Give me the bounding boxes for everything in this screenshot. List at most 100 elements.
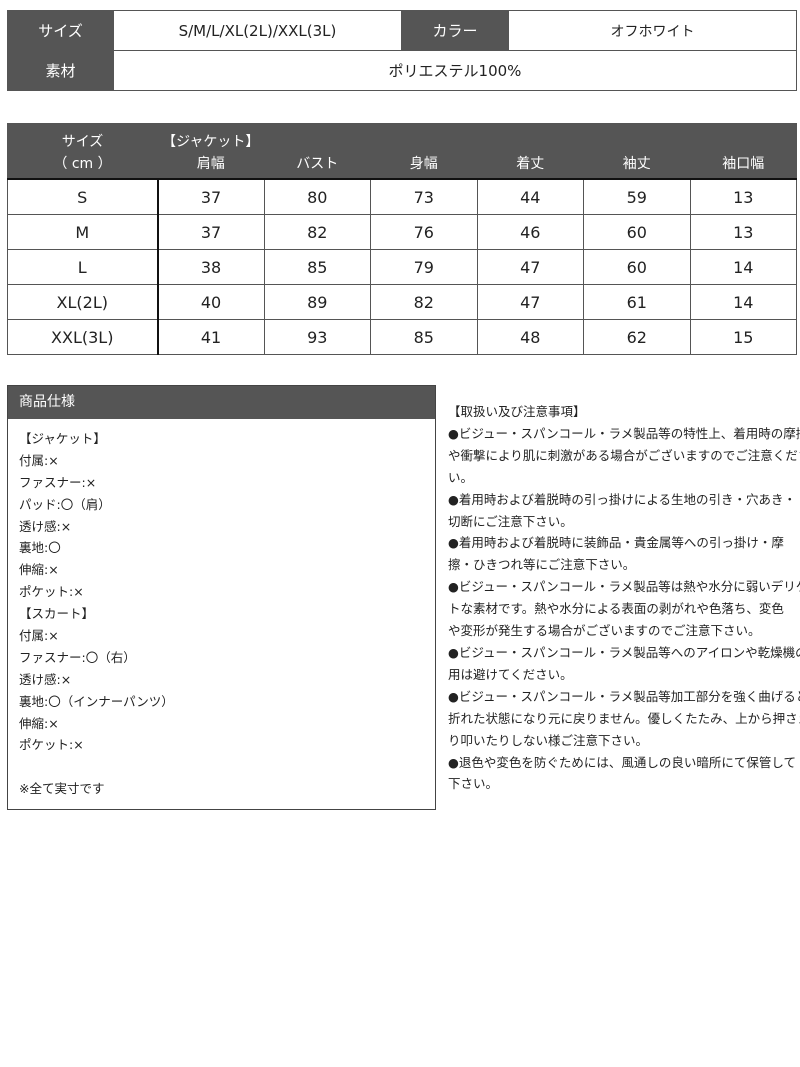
spec-line: 伸縮:× <box>19 715 59 731</box>
note-line: ●退色や変色を防ぐためには、風通しの良い暗所にて保管して <box>448 754 797 770</box>
spec-line: 透け感:× <box>19 671 72 687</box>
note-line: 擦・ひきつれ等にご注意下さい。 <box>448 557 636 573</box>
table-row: XL(2L) 40 89 82 47 61 14 <box>7 284 797 320</box>
table-cell: 62 <box>583 319 691 355</box>
material-value: ポリエステル100% <box>113 50 797 91</box>
color-label: カラー <box>401 10 509 51</box>
table-row: S 37 80 73 44 59 13 <box>7 178 797 215</box>
spec-body: 【ジャケット】 付属:× ファスナー:× パッド:〇（肩） 透け感:× 裏地:〇 伸縮:× ポ… <box>8 419 435 800</box>
note-line: 折れた状態になり元に戻りません。優しくたたみ、上から押さえた <box>448 710 800 726</box>
size-header-cell: 着丈 <box>476 123 584 180</box>
size-header-cell: バスト <box>263 123 371 180</box>
size-header-cell: 【ジャケット】 肩幅 <box>157 123 265 180</box>
table-cell: 14 <box>689 249 797 285</box>
spec-line: ファスナー:× <box>19 474 97 490</box>
note-line: 【取扱い及び注意事項】 <box>448 404 586 419</box>
table-cell: 41 <box>157 319 265 355</box>
note-line: ●ビジュー・スパンコール・ラメ製品等へのアイロンや乾燥機の使 <box>448 644 800 660</box>
table-cell: 47 <box>476 284 584 320</box>
header-text: （ cm ） <box>53 156 112 172</box>
table-row: M 37 82 76 46 60 13 <box>7 214 797 250</box>
table-cell: 15 <box>689 319 797 355</box>
size-value: S/M/L/XL(2L)/XXL(3L) <box>113 10 402 51</box>
table-cell: 37 <box>157 214 265 250</box>
header-text: バスト <box>296 156 339 172</box>
table-cell: 59 <box>583 178 691 215</box>
spec-line: パッド:〇（肩） <box>19 496 111 512</box>
table-cell: 47 <box>476 249 584 285</box>
header-text: 肩幅 <box>196 156 225 172</box>
table-cell: 48 <box>476 319 584 355</box>
table-cell: 60 <box>583 214 691 250</box>
table-cell: 85 <box>263 249 371 285</box>
header-text <box>478 131 584 153</box>
spec-line: 裏地:〇（インナーパンツ） <box>19 693 174 709</box>
header-text <box>265 131 371 153</box>
table-cell: 89 <box>263 284 371 320</box>
note-line: ●ビジュー・スパンコール・ラメ製品等の特性上、着用時の摩擦 <box>448 425 800 441</box>
table-cell: 85 <box>370 319 478 355</box>
table-cell: 38 <box>157 249 265 285</box>
spec-line: 付属:× <box>19 628 59 644</box>
table-cell: 60 <box>583 249 691 285</box>
table-cell: 37 <box>157 178 265 215</box>
table-cell: 61 <box>583 284 691 320</box>
spec-line: ポケット:× <box>19 737 84 753</box>
size-label: サイズ <box>7 10 114 51</box>
header-text: サイズ <box>61 134 104 150</box>
table-cell: XL(2L) <box>7 284 159 320</box>
spec-line: ※全て実寸です <box>19 781 105 797</box>
table-cell: 79 <box>370 249 478 285</box>
note-line: り叩いたりしない様ご注意下さい。 <box>448 732 649 748</box>
note-line: 下さい。 <box>448 776 499 792</box>
spec-line: 透け感:× <box>19 518 72 534</box>
spec-line: 付属:× <box>19 452 59 468</box>
header-text: 袖口幅 <box>722 156 765 172</box>
spec-line: 伸縮:× <box>19 562 59 578</box>
spec-line: 【スカート】 <box>19 606 95 622</box>
table-cell: 44 <box>476 178 584 215</box>
table-cell: 46 <box>476 214 584 250</box>
header-text: 身幅 <box>409 156 438 172</box>
note-line: い。 <box>448 469 474 485</box>
note-line: ●ビジュー・スパンコール・ラメ製品等加工部分を強く曲げると <box>448 688 800 704</box>
header-text <box>371 131 477 153</box>
color-value: オフホワイト <box>508 10 797 51</box>
table-row: L 38 85 79 47 60 14 <box>7 249 797 285</box>
table-cell: 82 <box>263 214 371 250</box>
size-table: サイズ（ cm ）【ジャケット】 肩幅 バスト 身幅 着丈 袖丈 袖口幅 S 37 8… <box>7 123 797 355</box>
material-label: 素材 <box>7 50 114 91</box>
note-line: ●着用時および着脱時に装飾品・貴金属等への引っ掛け・摩 <box>448 535 784 551</box>
product-info-table: サイズ S/M/L/XL(2L)/XXL(3L) カラー オフホワイト 素材 ポ… <box>7 10 797 91</box>
header-text <box>584 131 690 153</box>
spec-line: ファスナー:〇（右） <box>19 649 136 665</box>
table-cell: M <box>7 214 159 250</box>
table-cell: 13 <box>689 214 797 250</box>
header-text <box>691 131 797 153</box>
table-cell: 13 <box>689 178 797 215</box>
table-cell: 80 <box>263 178 371 215</box>
table-cell: 76 <box>370 214 478 250</box>
table-cell: 14 <box>689 284 797 320</box>
spec-line <box>19 756 435 778</box>
note-line: ●ビジュー・スパンコール・ラメ製品等は熱や水分に弱いデリケー <box>448 579 800 595</box>
note-line: や変形が発生する場合がございますのでご注意下さい。 <box>448 623 761 639</box>
header-text: 袖丈 <box>622 156 651 172</box>
spec-line: ポケット:× <box>19 584 84 600</box>
table-cell: 40 <box>157 284 265 320</box>
size-header-cell: 袖口幅 <box>689 123 797 180</box>
table-cell: L <box>7 249 159 285</box>
note-line: 切断にご注意下さい。 <box>448 513 573 529</box>
note-line: 用は避けてください。 <box>448 666 573 682</box>
note-line: ●着用時および着脱時の引っ掛けによる生地の引き・穴あき・ <box>448 491 797 507</box>
table-cell: 93 <box>263 319 371 355</box>
product-spec-box: 商品仕様 【ジャケット】 付属:× ファスナー:× パッド:〇（肩） 透け感:× 裏地:〇… <box>7 385 436 810</box>
spec-line: 裏地:〇 <box>19 540 61 556</box>
spec-title: 商品仕様 <box>8 386 435 419</box>
care-notes: 【取扱い及び注意事項】 ●ビジュー・スパンコール・ラメ製品等の特性上、着用時の摩擦… <box>448 401 800 795</box>
size-header-cell: サイズ （ cm ） <box>7 123 158 180</box>
table-cell: S <box>7 178 159 215</box>
note-line: や衝撃により肌に刺激がある場合がございますのでご注意くださ <box>448 447 800 463</box>
table-cell: 82 <box>370 284 478 320</box>
table-cell: 73 <box>370 178 478 215</box>
